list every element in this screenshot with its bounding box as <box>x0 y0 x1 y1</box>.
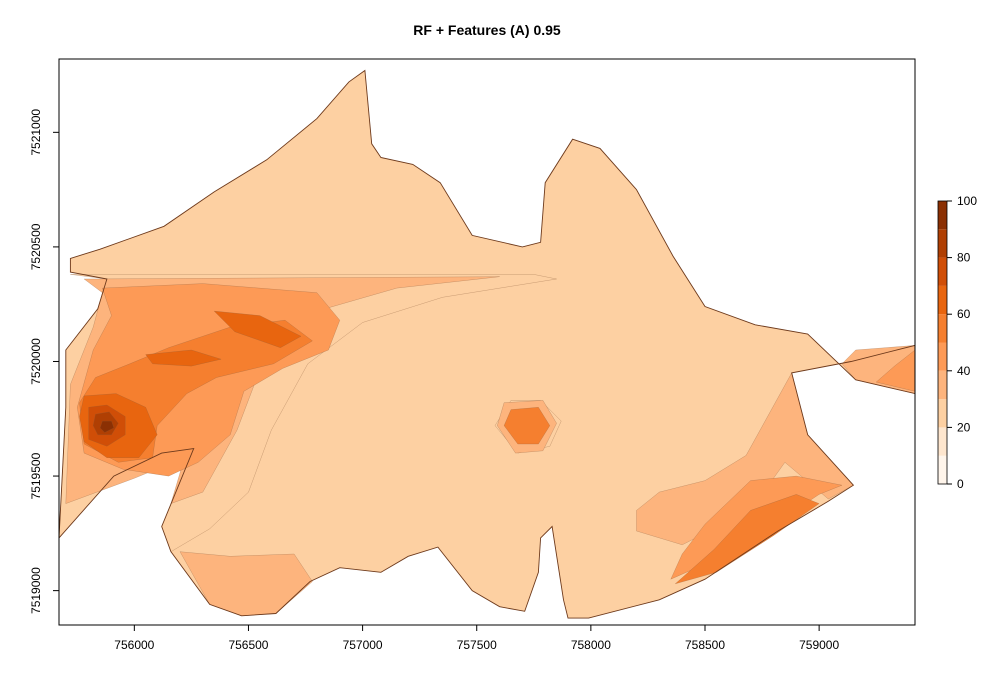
colorbar-swatch <box>938 285 947 315</box>
colorbar-swatch <box>938 201 947 230</box>
contour-zone <box>503 407 551 445</box>
colorbar-tick-label: 100 <box>957 194 977 208</box>
colorbar-swatch <box>938 370 947 400</box>
colorbar-swatch <box>938 427 947 456</box>
x-tick-label: 758000 <box>571 638 611 652</box>
colorbar-swatch <box>938 455 947 484</box>
y-axis: 7519000 7519500 7520000 7520500 7521000 <box>29 109 59 614</box>
colorbar-tick-label: 20 <box>957 420 971 434</box>
chart-title: RF + Features (A) 0.95 <box>413 22 561 38</box>
x-tick-label: 758500 <box>685 638 725 652</box>
colorbar-swatch <box>938 399 947 428</box>
x-tick-label: 757000 <box>343 638 383 652</box>
contour-zone <box>875 349 915 392</box>
colorbar-swatch <box>938 342 947 371</box>
colorbar-swatch <box>938 314 947 343</box>
y-tick-label: 7520500 <box>29 223 43 270</box>
contour-zone <box>179 551 313 617</box>
colorbar-tick-label: 80 <box>957 251 971 265</box>
field-base-zone <box>59 70 915 619</box>
contour-zone <box>99 420 115 433</box>
y-tick-label: 7519000 <box>29 567 43 614</box>
plot-area <box>59 69 915 619</box>
colorbar-tick-label: 40 <box>957 364 971 378</box>
x-tick-label: 756500 <box>228 638 268 652</box>
colorbar-frame <box>937 200 948 485</box>
y-tick-label: 7519500 <box>29 452 43 499</box>
x-axis: 756000 756500 757000 757500 758000 758500 7590… <box>114 624 839 652</box>
contour-zone <box>675 494 820 585</box>
y-tick-label: 7521000 <box>29 109 43 156</box>
y-tick-label: 7520000 <box>29 338 43 385</box>
colorbar-swatch <box>938 229 947 258</box>
colorbar-tick-label: 0 <box>957 477 964 491</box>
colorbar-swatch <box>938 257 947 286</box>
field-boundary <box>59 69 915 619</box>
contour-zone <box>145 349 223 367</box>
colorbar-legend: 0 20 40 60 80 100 <box>937 194 977 491</box>
x-tick-label: 756000 <box>114 638 154 652</box>
contour-zone <box>213 310 302 348</box>
x-tick-label: 757500 <box>457 638 497 652</box>
colorbar-tick-label: 60 <box>957 307 971 321</box>
x-tick-label: 759000 <box>799 638 839 652</box>
